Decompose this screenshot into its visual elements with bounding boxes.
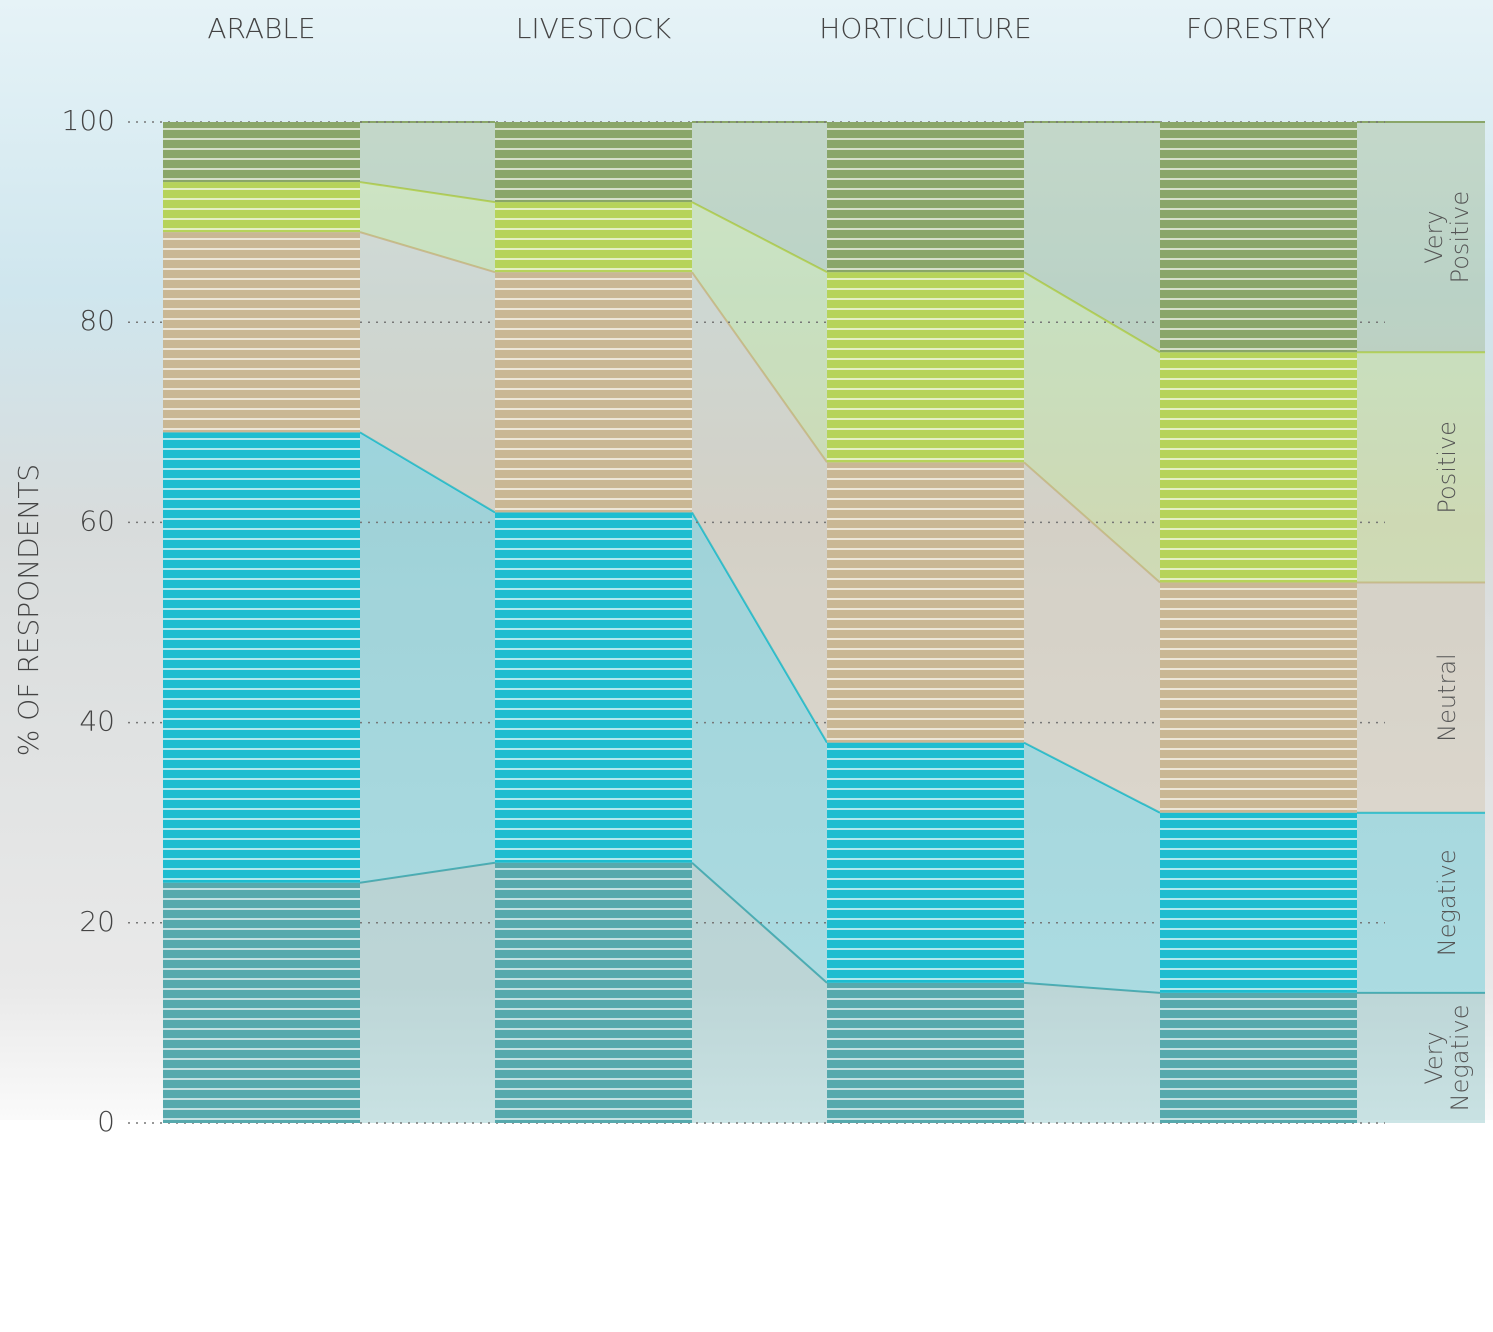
connector-band xyxy=(360,432,495,883)
bar-stripes xyxy=(827,742,1024,983)
bar-stripes xyxy=(495,272,692,513)
bar-stripes xyxy=(163,882,360,1123)
bar-stripes xyxy=(163,122,360,183)
legend-label: VeryPositive xyxy=(1420,191,1474,284)
legend-label: VeryNegative xyxy=(1420,1004,1474,1111)
connector-line xyxy=(1023,271,1161,354)
bar-stripes xyxy=(827,462,1024,743)
legend-label: Negative xyxy=(1433,849,1461,956)
connector-line xyxy=(691,201,828,274)
connector-line xyxy=(359,861,496,884)
connector-band xyxy=(1357,992,1485,1123)
x-tick-label: HORTICULTURE xyxy=(819,12,1031,45)
connector-band xyxy=(360,862,495,1123)
bar-stripes xyxy=(495,862,692,1123)
bar-stripes xyxy=(163,182,360,233)
connector-line xyxy=(359,231,496,274)
connector-line xyxy=(359,181,496,204)
y-tick-label: 60 xyxy=(79,504,115,537)
bar-stripes xyxy=(1160,812,1357,993)
y-tick-label: 80 xyxy=(79,304,115,337)
connector-line xyxy=(691,861,828,984)
connector-band xyxy=(360,182,495,273)
connector-line xyxy=(1023,981,1161,994)
x-tick-label: ARABLE xyxy=(207,12,315,45)
ground xyxy=(0,1120,1493,1332)
connector-line xyxy=(359,431,496,514)
connector-line xyxy=(1023,461,1161,584)
y-tick-label: 40 xyxy=(79,705,115,738)
y-tick-label: 100 xyxy=(62,104,115,137)
y-axis-label: % OF RESPONDENTS xyxy=(12,464,45,756)
bar-stripes xyxy=(495,202,692,273)
x-tick-label: LIVESTOCK xyxy=(516,12,672,45)
bar-stripes xyxy=(163,432,360,883)
connector-band xyxy=(692,122,827,273)
legend-label: Positive xyxy=(1433,421,1461,514)
connector-band xyxy=(1357,582,1485,813)
x-tick-label: FORESTRY xyxy=(1186,12,1331,45)
bar-stripes xyxy=(495,512,692,863)
connector-band xyxy=(1024,272,1160,583)
connector-line xyxy=(1023,741,1161,814)
bar-stripes xyxy=(827,272,1024,463)
connector-line xyxy=(691,271,828,463)
bar-stripes xyxy=(1160,992,1357,1123)
connector-band xyxy=(1024,462,1160,813)
bar-stripes xyxy=(1160,582,1357,813)
bar-stripes xyxy=(1160,122,1357,353)
connector-line xyxy=(691,511,828,744)
connector-band xyxy=(360,232,495,513)
connector-band xyxy=(692,512,827,983)
connector-band xyxy=(692,202,827,463)
legend-label: Neutral xyxy=(1433,653,1461,742)
connector-band xyxy=(692,862,827,1123)
connector-band xyxy=(1024,982,1160,1123)
connector-band xyxy=(1357,352,1485,583)
connector-band xyxy=(1357,812,1485,993)
bar-stripes xyxy=(827,982,1024,1123)
connector-band xyxy=(1024,122,1160,353)
connector-band xyxy=(1024,742,1160,993)
bar-stripes xyxy=(1160,352,1357,583)
connector-band xyxy=(1357,122,1485,353)
connector-band xyxy=(692,272,827,743)
connector-band xyxy=(360,122,495,203)
bar-stripes xyxy=(163,232,360,433)
y-tick-label: 0 xyxy=(97,1105,115,1138)
y-tick-label: 20 xyxy=(79,905,115,938)
bar-stripes xyxy=(827,122,1024,273)
bar-stripes xyxy=(495,122,692,203)
